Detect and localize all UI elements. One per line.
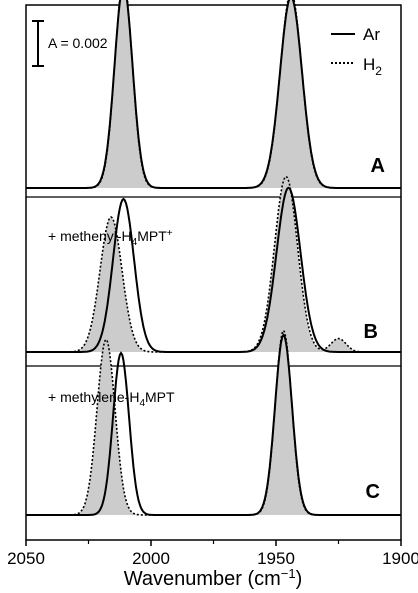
panel-label-c: C: [366, 481, 380, 503]
panel-c-h2-line: [26, 328, 401, 516]
annotation-methenyl: + methenyl-H4MPT+: [48, 228, 173, 248]
legend-h2-label-sub: 2: [375, 64, 382, 78]
panel-label-a: A: [371, 155, 385, 177]
legend-h2-label-main: H: [363, 55, 375, 74]
annotation-methenyl-sub: 4: [132, 237, 138, 248]
plot-frame: [25, 4, 402, 541]
x-axis-ticks: 2050 2000 1950 1900: [7, 540, 418, 568]
scale-bar-label: A = 0.002: [48, 35, 108, 51]
absorbance-scale-bar: [32, 20, 44, 67]
panel-c-h2-fill: [26, 330, 401, 515]
x-axis-label-sup: −1: [281, 566, 296, 581]
annotation-methenyl-post: MPT: [137, 228, 167, 244]
annotation-methylene-sub: 4: [139, 398, 145, 409]
panel-b-h2-line: [26, 175, 401, 353]
panel-a-ar-line: [26, 0, 401, 189]
x-axis-label-main: Wavenumber (cm: [124, 568, 281, 590]
x-tick-label: 1950: [257, 549, 295, 568]
annotation-methenyl-pre: + methenyl-H: [48, 228, 132, 244]
annotation-methylene-post: MPT: [145, 389, 175, 405]
panel-a-h2-fill: [26, 0, 401, 188]
annotation-methenyl-sup: +: [167, 228, 173, 239]
legend: Ar H2: [331, 25, 382, 78]
x-axis-label-end: ): [296, 568, 303, 590]
annotation-methylene: + methylene-H4MPT: [48, 389, 175, 409]
spectra-curves: [26, 0, 401, 516]
panel-c-ar-line: [26, 333, 401, 516]
x-tick-label: 1900: [382, 549, 418, 568]
legend-ar-label: Ar: [363, 25, 380, 44]
panel-label-b: B: [364, 321, 378, 343]
panel-b-h2-fill: [26, 176, 401, 352]
x-tick-label: 2050: [7, 549, 45, 568]
x-axis-label: Wavenumber (cm−1): [124, 566, 303, 590]
panel-a-h2-line: [26, 0, 401, 189]
legend-h2-label: H2: [363, 55, 382, 78]
annotation-methylene-pre: + methylene-H: [48, 389, 139, 405]
panel-b-ar-line: [26, 186, 401, 353]
x-tick-label: 2000: [132, 549, 170, 568]
